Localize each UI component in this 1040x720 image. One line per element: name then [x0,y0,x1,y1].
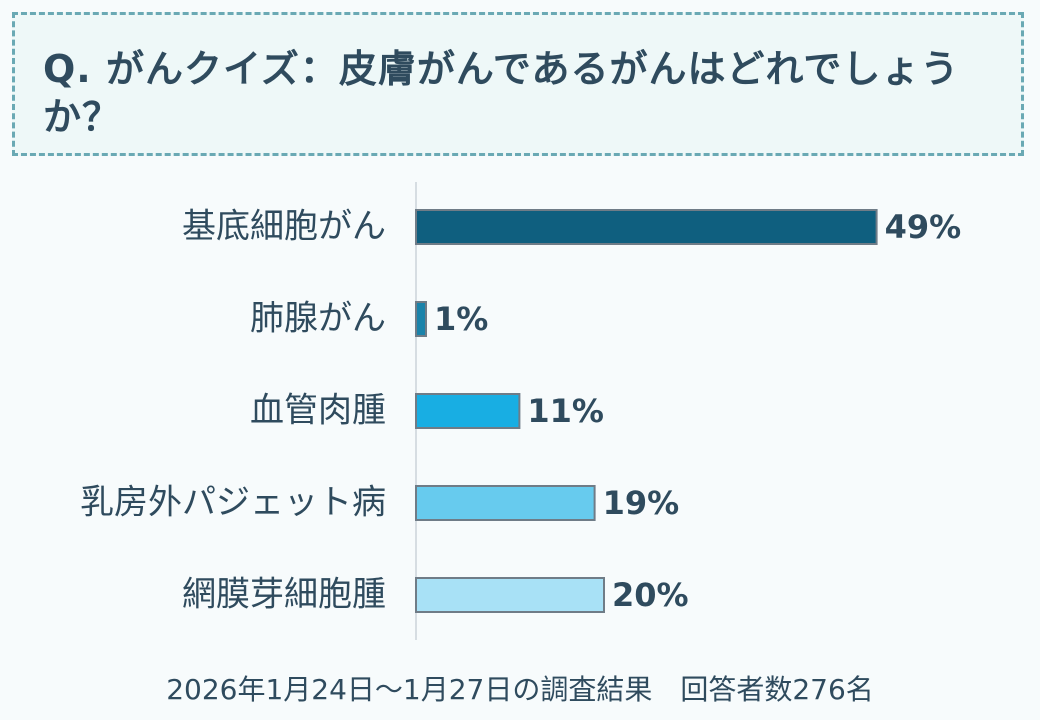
category-label: 肺腺がん [250,299,386,339]
bar [415,209,878,245]
category-label: 乳房外パジェット病 [80,483,386,523]
data-label: 20% [612,576,689,614]
bar-chart: 基底細胞がん 49% 肺腺がん 1% 血管肉腫 11% 乳房外パジェット病 19% 網膜芽細胞腫… [80,182,961,640]
data-label: 19% [603,484,680,522]
bar-chart-content: 基底細胞がん 49% 肺腺がん 1% 血管肉腫 11% 乳房外パジェット病 19% 網膜芽細胞腫… [80,182,961,640]
bar [415,393,521,429]
survey-footer: 2026年1月24日～1月27日の調査結果 回答者数276名 [166,673,874,706]
category-label: 血管肉腫 [250,391,386,431]
bar [415,301,427,337]
data-label: 49% [885,208,962,246]
category-label: 基底細胞がん [182,207,386,247]
bar [415,485,596,521]
bar [415,577,605,613]
question-title: Q. がんクイズ：皮膚がんであるがんはどれでしょうか？ [43,47,960,139]
category-label: 網膜芽細胞腫 [182,575,386,615]
question-box: Q. がんクイズ：皮膚がんであるがんはどれでしょうか？ [12,12,1024,156]
data-label: 1% [434,300,488,338]
data-label: 11% [527,392,604,430]
